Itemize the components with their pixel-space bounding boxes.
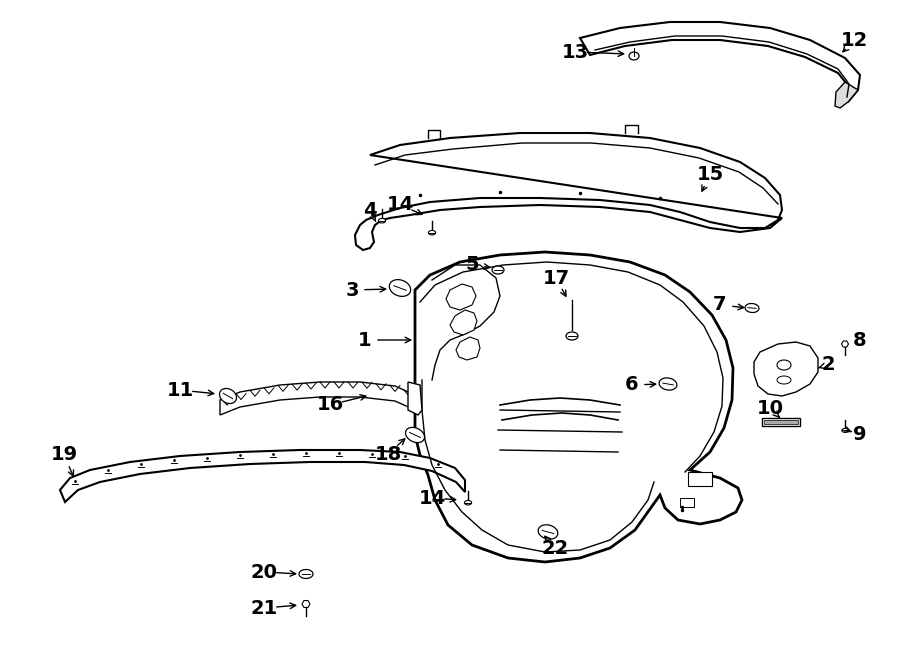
Bar — [688, 472, 712, 486]
Text: 14: 14 — [418, 488, 446, 508]
Text: 6: 6 — [626, 375, 639, 395]
Text: 11: 11 — [166, 381, 194, 399]
Polygon shape — [446, 284, 476, 310]
Text: 8: 8 — [853, 330, 867, 350]
Polygon shape — [835, 82, 858, 108]
Polygon shape — [762, 418, 800, 426]
Text: 3: 3 — [346, 280, 359, 299]
Text: 13: 13 — [562, 42, 589, 61]
Polygon shape — [450, 310, 477, 335]
Text: 22: 22 — [542, 539, 569, 557]
Polygon shape — [745, 303, 759, 313]
Ellipse shape — [629, 52, 639, 60]
Polygon shape — [415, 252, 742, 562]
Polygon shape — [390, 280, 410, 296]
Polygon shape — [406, 428, 425, 443]
Polygon shape — [456, 337, 480, 360]
Text: 7: 7 — [713, 295, 727, 315]
Text: 15: 15 — [697, 165, 724, 184]
Text: 21: 21 — [250, 598, 277, 617]
Polygon shape — [764, 420, 798, 424]
Text: 18: 18 — [374, 444, 401, 463]
Polygon shape — [220, 382, 415, 415]
Text: 1: 1 — [358, 330, 372, 350]
Text: 12: 12 — [841, 30, 868, 50]
Polygon shape — [408, 382, 422, 415]
Polygon shape — [220, 389, 237, 403]
Text: 20: 20 — [250, 563, 277, 582]
Text: 4: 4 — [364, 200, 377, 219]
Polygon shape — [842, 341, 849, 347]
Text: 9: 9 — [853, 426, 867, 444]
Ellipse shape — [492, 266, 504, 274]
Text: 2: 2 — [821, 356, 835, 375]
Ellipse shape — [464, 500, 472, 505]
Polygon shape — [60, 450, 465, 502]
Ellipse shape — [842, 428, 848, 432]
Ellipse shape — [566, 332, 578, 340]
Text: 10: 10 — [757, 399, 784, 418]
Text: 16: 16 — [317, 395, 344, 414]
Ellipse shape — [378, 218, 385, 223]
Text: 5: 5 — [465, 256, 479, 274]
Polygon shape — [355, 133, 782, 250]
Ellipse shape — [428, 231, 436, 235]
Ellipse shape — [777, 360, 791, 370]
Polygon shape — [538, 525, 558, 539]
Polygon shape — [754, 342, 818, 396]
Polygon shape — [580, 22, 860, 102]
Bar — [680, 498, 694, 507]
Text: 14: 14 — [386, 196, 414, 215]
Polygon shape — [302, 601, 310, 607]
Text: 17: 17 — [543, 268, 570, 288]
Text: 19: 19 — [50, 446, 77, 465]
Ellipse shape — [777, 376, 791, 384]
Polygon shape — [659, 378, 677, 390]
Polygon shape — [299, 570, 313, 578]
